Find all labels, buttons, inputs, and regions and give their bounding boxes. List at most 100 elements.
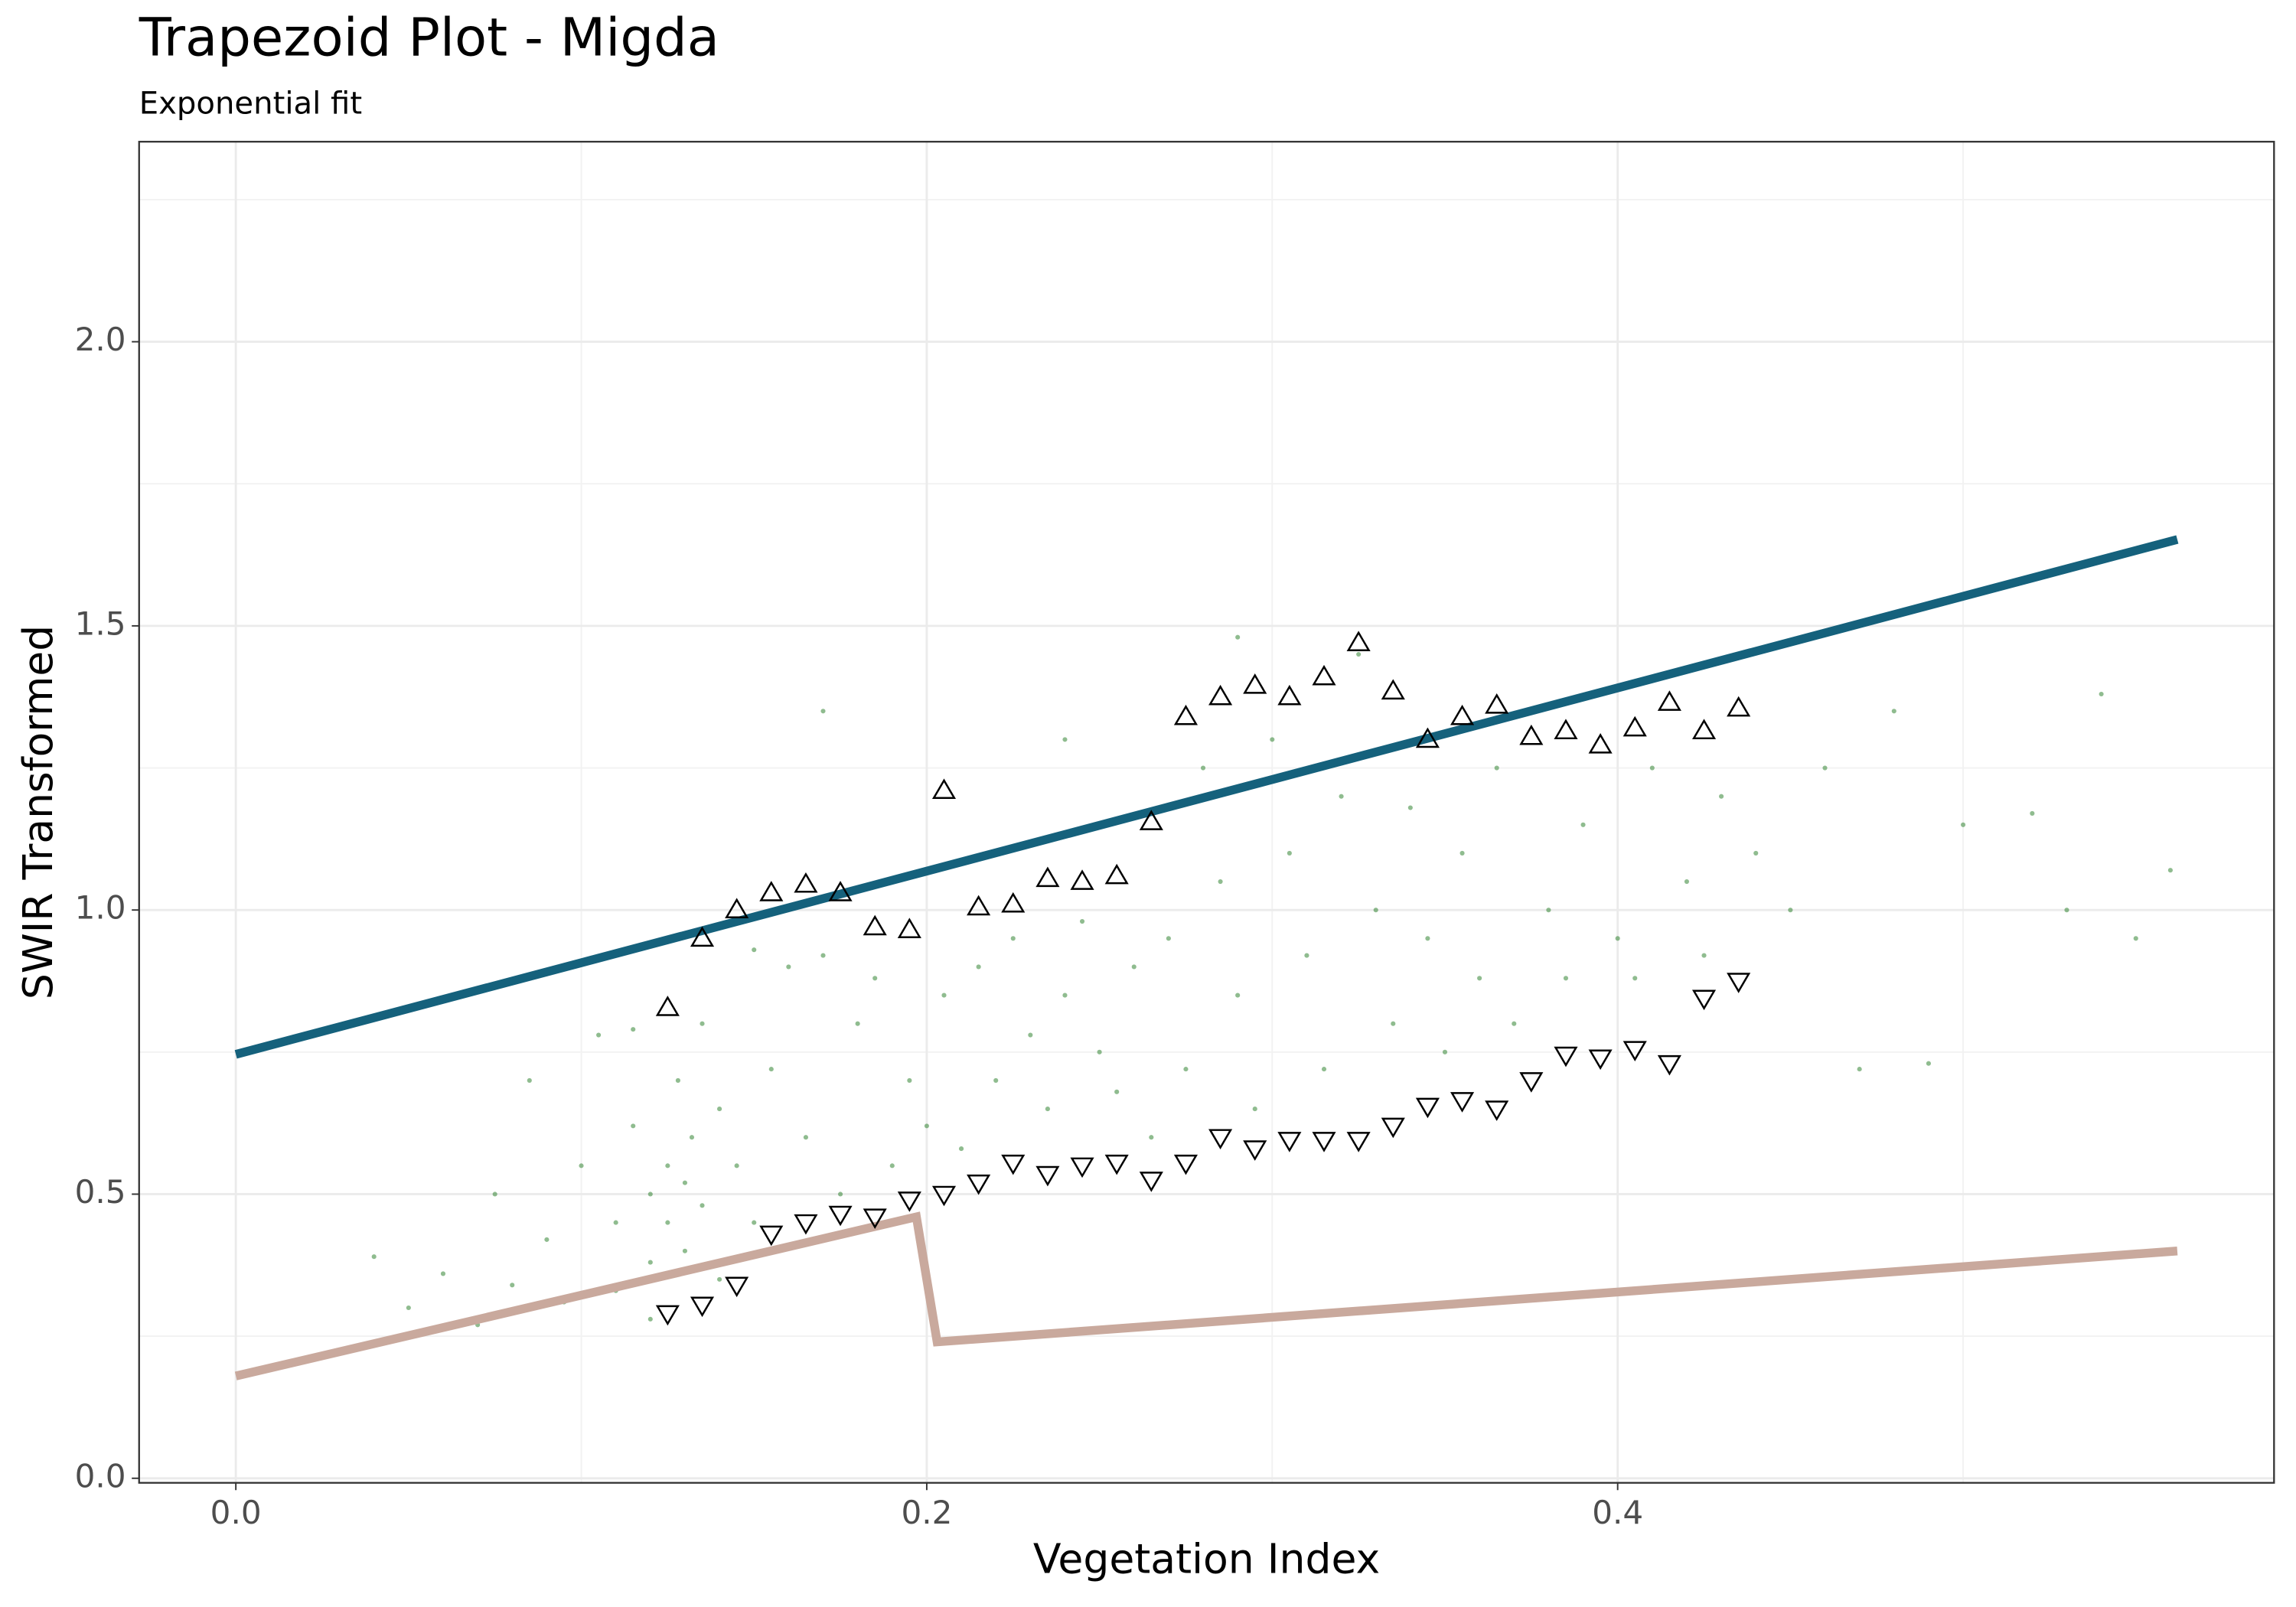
lower-edge-marker [1415, 1097, 1440, 1119]
lower-edge-marker [1346, 1132, 1371, 1152]
upper-edge-marker [1277, 684, 1302, 706]
scatter-point [1062, 993, 1068, 998]
upper-edge-marker [655, 996, 680, 1016]
lower-edge-marker [759, 1225, 784, 1247]
scatter-point [665, 1163, 670, 1169]
scatter-point [907, 1077, 912, 1084]
scatter-point [613, 1220, 618, 1225]
scatter-point [1131, 964, 1137, 970]
chart-subtitle: Exponential fit [139, 86, 362, 121]
upper-edge-marker [1381, 679, 1405, 700]
upper-edge-marker [1346, 631, 1371, 651]
upper-edge-marker [1173, 704, 1199, 725]
edge-line [234, 1211, 2178, 1380]
scatter-point [1512, 1021, 1517, 1026]
scatter-point [2099, 691, 2104, 697]
upper-edge-marker [1691, 719, 1717, 740]
lower-edge-marker [1727, 973, 1751, 993]
upper-edge-marker [1450, 704, 1475, 725]
lower-edge-marker [1450, 1092, 1475, 1113]
scatter-point [1857, 1067, 1862, 1072]
scatter-point [1563, 976, 1569, 981]
scatter-point [631, 1123, 636, 1129]
scatter-point [734, 1163, 739, 1169]
scatter-point [675, 1077, 680, 1084]
scatter-point [1235, 634, 1241, 640]
lower-edge-marker [828, 1205, 853, 1227]
upper-edge-marker [759, 881, 784, 901]
lower-edge-marker [1519, 1072, 1544, 1093]
scatter-point [752, 1220, 757, 1225]
scatter-point [1373, 908, 1378, 913]
scatter-point [647, 1191, 653, 1197]
x-tick-label: 0.0 [210, 1494, 262, 1531]
scatter-point [820, 709, 826, 714]
scatter-point [855, 1021, 860, 1026]
scatter-point [1425, 936, 1430, 941]
scatter-point [941, 993, 947, 998]
scatter-point [1200, 765, 1206, 771]
x-axis-title: Vegetation Index [1033, 1534, 1380, 1583]
scatter-point [786, 964, 791, 970]
scatter-point [958, 1146, 964, 1152]
scatter-point [1252, 1107, 1257, 1112]
lower-edge-marker [690, 1296, 715, 1318]
scatter-point [2064, 908, 2069, 913]
scatter-point [1010, 936, 1016, 941]
lower-edge-marker [1657, 1054, 1681, 1076]
scatter-point [803, 1135, 808, 1140]
scatter-point [1339, 794, 1344, 799]
scatter-point [631, 1027, 636, 1032]
lower-edge-marker [1691, 989, 1717, 1011]
lower-edge-marker [1312, 1132, 1336, 1152]
y-tick-label: 0.5 [75, 1173, 126, 1211]
y-tick-label: 2.0 [75, 321, 126, 358]
scatter-point [1407, 805, 1413, 810]
scatter-point [889, 1163, 895, 1169]
scatter-point [1477, 976, 1482, 981]
upper-edge-marker [931, 778, 957, 800]
scatter-point [1580, 822, 1586, 827]
scatter-point [682, 1180, 688, 1185]
scatter-point [993, 1077, 999, 1084]
scatter-point [1459, 850, 1465, 856]
scatter-point [371, 1254, 377, 1260]
upper-edge-marker [1623, 715, 1647, 737]
lower-edge-marker [863, 1208, 887, 1230]
scatter-point [976, 964, 981, 970]
scatter-point [1028, 1032, 1033, 1038]
upper-edge-marker [1519, 724, 1544, 745]
scatter-point [1891, 709, 1896, 714]
upper-edge-marker [1104, 863, 1129, 885]
scatter-point [700, 1021, 705, 1026]
scatter-point [2133, 936, 2138, 941]
scatter-point [1287, 850, 1292, 856]
scatter-point [1649, 765, 1655, 771]
scatter-point [1442, 1049, 1448, 1054]
lower-edge-marker [1381, 1117, 1405, 1139]
upper-edge-marker [1312, 664, 1336, 686]
scatter-point [1045, 1107, 1050, 1112]
upper-edge-marker [967, 895, 991, 916]
scatter-point [544, 1237, 550, 1242]
upper-edge-marker [897, 918, 921, 938]
scatter-point [1062, 737, 1068, 742]
scatter-point [1719, 794, 1724, 799]
lower-edge-marker [931, 1185, 957, 1207]
upper-edge-marker [1070, 869, 1094, 890]
scatter-point [1546, 908, 1551, 913]
y-axis-title: SWIR Transformed [14, 625, 62, 999]
scatter-point [2167, 868, 2173, 873]
scatter-point [682, 1248, 688, 1253]
scatter-point [689, 1135, 695, 1140]
upper-edge-marker [794, 872, 818, 893]
upper-edge-marker [1588, 733, 1613, 754]
scatter-point [1632, 976, 1638, 981]
scatter-point [406, 1305, 411, 1311]
scatter-point [1684, 878, 1690, 885]
lower-edge-marker [967, 1174, 991, 1195]
upper-edge-marker [1001, 892, 1026, 913]
y-tick-label: 0.0 [75, 1457, 126, 1495]
scatter-point [647, 1316, 653, 1322]
